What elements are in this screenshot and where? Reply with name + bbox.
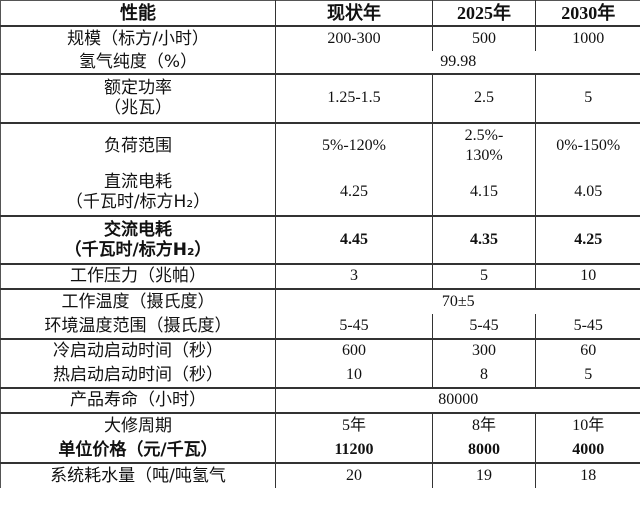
performance-table: 性能 现状年 2025年 2030年 规模（标方/小时） 200-300 500 10…	[0, 0, 640, 488]
header-row: 性能 现状年 2025年 2030年	[0, 0, 640, 26]
header-current-year: 现状年	[275, 0, 433, 26]
cell-value: 5	[535, 362, 640, 388]
cell-value: 5	[432, 262, 536, 289]
cell-value: 5年	[275, 411, 433, 438]
cell-value: 300	[432, 337, 536, 363]
table-row: 额定功率 （兆瓦） 1.25-1.5 2.5 5	[0, 72, 640, 123]
merged-value: 99.98	[275, 50, 640, 74]
cell-value: 60	[535, 337, 640, 363]
cell-value: 600	[275, 337, 433, 363]
cell-value: 4.25	[275, 168, 433, 216]
table-row: 产品寿命（小时） 80000	[0, 386, 640, 413]
cell-value: 2.5%- 130%	[432, 121, 536, 169]
cell-value: 5-45	[275, 313, 433, 339]
cell-value: 200-300	[275, 24, 433, 51]
cell-value: 5-45	[432, 313, 536, 339]
table-row: 热启动启动时间（秒） 10 8 5	[0, 362, 640, 388]
row-label: 工作压力（兆帕）	[0, 262, 276, 289]
cell-value: 11200	[275, 437, 433, 463]
cell-value: 4.35	[432, 214, 536, 264]
cell-value: 8000	[432, 437, 536, 463]
header-2030: 2030年	[535, 0, 640, 26]
row-label: 直流电耗 （千瓦时/标方H₂）	[0, 168, 276, 216]
row-label: 冷启动启动时间（秒）	[0, 337, 276, 363]
merged-value: 80000	[275, 386, 640, 413]
table-row: 系统耗水量（吨/吨氢气 20 19 18	[0, 461, 640, 488]
row-label: 额定功率 （兆瓦）	[0, 72, 276, 123]
cell-value: 4.05	[535, 168, 640, 216]
cell-value: 4.25	[535, 214, 640, 264]
row-label: 大修周期	[0, 411, 276, 438]
table-row: 单位价格（元/千瓦） 11200 8000 4000	[0, 437, 640, 463]
cell-value: 0%-150%	[535, 121, 640, 169]
cell-value: 4.45	[275, 214, 433, 264]
row-label: 环境温度范围（摄氏度）	[0, 313, 276, 339]
row-label: 规模（标方/小时）	[0, 24, 276, 51]
cell-value: 500	[432, 24, 536, 51]
cell-value: 2.5	[432, 72, 536, 123]
table-row: 直流电耗 （千瓦时/标方H₂） 4.25 4.15 4.05	[0, 168, 640, 216]
merged-value: 70±5	[275, 287, 640, 314]
cell-value: 10年	[535, 411, 640, 438]
cell-value: 20	[275, 461, 433, 488]
row-label: 负荷范围	[0, 121, 276, 169]
row-label: 单位价格（元/千瓦）	[0, 437, 276, 463]
header-performance: 性能	[0, 0, 276, 26]
cell-value: 8年	[432, 411, 536, 438]
cell-value: 8	[432, 362, 536, 388]
cell-value: 5	[535, 72, 640, 123]
row-label: 氢气纯度（%）	[0, 50, 276, 74]
cell-value: 5%-120%	[275, 121, 433, 169]
row-label: 热启动启动时间（秒）	[0, 362, 276, 388]
row-label: 产品寿命（小时）	[0, 386, 276, 413]
table-row: 氢气纯度（%） 99.98	[0, 50, 640, 74]
cell-value: 5-45	[535, 313, 640, 339]
cell-value: 1000	[535, 24, 640, 51]
cell-value: 4000	[535, 437, 640, 463]
table-row: 冷启动启动时间（秒） 600 300 60	[0, 337, 640, 363]
cell-value: 3	[275, 262, 433, 289]
table-row: 交流电耗 （千瓦时/标方H₂） 4.45 4.35 4.25	[0, 214, 640, 264]
table-row: 规模（标方/小时） 200-300 500 1000	[0, 24, 640, 51]
header-2025: 2025年	[432, 0, 536, 26]
table-row: 负荷范围 5%-120% 2.5%- 130% 0%-150%	[0, 121, 640, 169]
table-row: 大修周期 5年 8年 10年	[0, 411, 640, 438]
row-label: 交流电耗 （千瓦时/标方H₂）	[0, 214, 276, 264]
table-row: 环境温度范围（摄氏度） 5-45 5-45 5-45	[0, 313, 640, 339]
row-label: 系统耗水量（吨/吨氢气	[0, 461, 276, 488]
cell-value: 10	[535, 262, 640, 289]
row-label: 工作温度（摄氏度）	[0, 287, 276, 314]
table-row: 工作压力（兆帕） 3 5 10	[0, 262, 640, 289]
cell-value: 18	[535, 461, 640, 488]
cell-value: 4.15	[432, 168, 536, 216]
table-row: 工作温度（摄氏度） 70±5	[0, 287, 640, 314]
cell-value: 19	[432, 461, 536, 488]
cell-value: 10	[275, 362, 433, 388]
cell-value: 1.25-1.5	[275, 72, 433, 123]
